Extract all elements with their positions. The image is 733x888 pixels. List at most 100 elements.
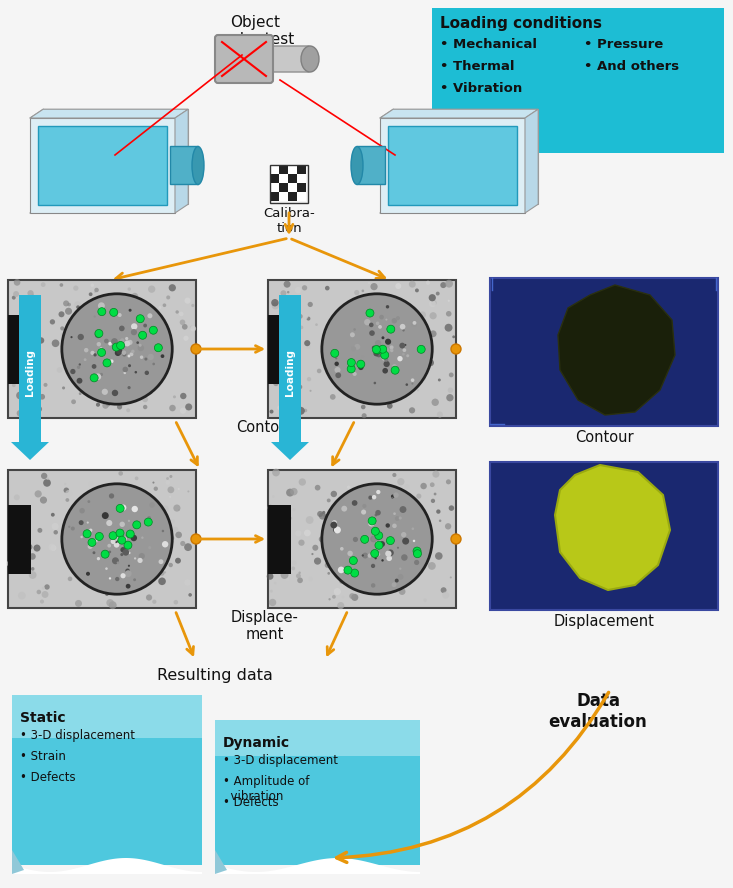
Circle shape [268,504,273,511]
Circle shape [353,372,357,376]
Circle shape [118,535,124,541]
Circle shape [97,557,100,560]
Bar [279,183,288,192]
Circle shape [438,378,441,382]
Circle shape [95,526,100,531]
Circle shape [281,571,289,579]
Circle shape [149,391,152,394]
Circle shape [120,504,126,511]
Circle shape [142,396,148,402]
Circle shape [342,571,347,577]
Circle shape [292,508,295,511]
Circle shape [277,406,282,410]
Circle shape [421,537,424,541]
Circle shape [322,484,432,594]
FancyBboxPatch shape [215,720,420,757]
Circle shape [340,547,344,551]
Circle shape [114,591,118,594]
Circle shape [93,567,97,571]
Circle shape [281,290,287,296]
Circle shape [185,297,191,304]
Circle shape [340,369,343,372]
Circle shape [286,577,290,581]
Circle shape [120,338,125,343]
Circle shape [353,329,356,330]
Circle shape [95,540,97,543]
Circle shape [378,325,382,329]
Circle shape [362,503,366,508]
Circle shape [62,294,172,404]
Circle shape [372,492,375,495]
Circle shape [419,338,424,343]
Circle shape [140,355,144,359]
Circle shape [122,546,126,551]
Circle shape [33,402,40,410]
Circle shape [117,525,122,530]
Circle shape [273,381,279,386]
Circle shape [162,541,169,548]
Circle shape [76,305,80,309]
Polygon shape [43,109,188,204]
Circle shape [331,521,337,528]
Circle shape [334,588,341,595]
Circle shape [191,534,201,544]
Circle shape [290,517,292,519]
Circle shape [118,536,126,544]
Circle shape [348,311,354,316]
Circle shape [12,384,15,387]
Circle shape [450,576,452,578]
Circle shape [383,361,390,367]
Circle shape [185,403,192,410]
Circle shape [163,304,166,307]
Circle shape [404,567,408,570]
Circle shape [284,281,290,288]
Circle shape [274,582,276,584]
Circle shape [51,513,55,517]
Circle shape [98,567,106,574]
Circle shape [295,287,301,293]
Circle shape [147,353,154,361]
Circle shape [40,599,44,604]
Circle shape [405,344,406,346]
Circle shape [84,348,89,353]
Circle shape [106,402,111,407]
Circle shape [188,593,192,597]
Bar [268,470,456,608]
Circle shape [104,338,108,344]
Ellipse shape [301,46,319,72]
Circle shape [402,356,405,358]
Circle shape [399,324,405,329]
Text: • And others: • And others [584,60,679,73]
Circle shape [304,340,310,346]
Circle shape [180,320,185,325]
Circle shape [364,546,371,552]
Circle shape [385,488,389,493]
Circle shape [144,358,147,361]
Circle shape [129,372,137,380]
Circle shape [371,550,379,558]
Bar [270,174,279,183]
Circle shape [117,342,125,350]
Circle shape [94,291,96,293]
Circle shape [151,367,156,373]
Circle shape [449,372,454,377]
Circle shape [162,505,169,512]
Circle shape [89,528,92,532]
Circle shape [83,530,91,538]
Circle shape [419,312,426,318]
Circle shape [397,356,402,361]
Circle shape [100,373,103,376]
Circle shape [314,485,320,490]
Circle shape [411,383,413,385]
Circle shape [141,536,144,539]
Circle shape [76,377,82,384]
Circle shape [391,337,399,345]
Text: Dynamic: Dynamic [223,736,290,750]
Circle shape [117,308,122,313]
Circle shape [124,541,132,549]
Circle shape [148,546,151,549]
Circle shape [361,413,366,418]
Circle shape [337,602,345,609]
Circle shape [354,344,360,350]
Text: • 3-D displacement: • 3-D displacement [20,729,135,742]
